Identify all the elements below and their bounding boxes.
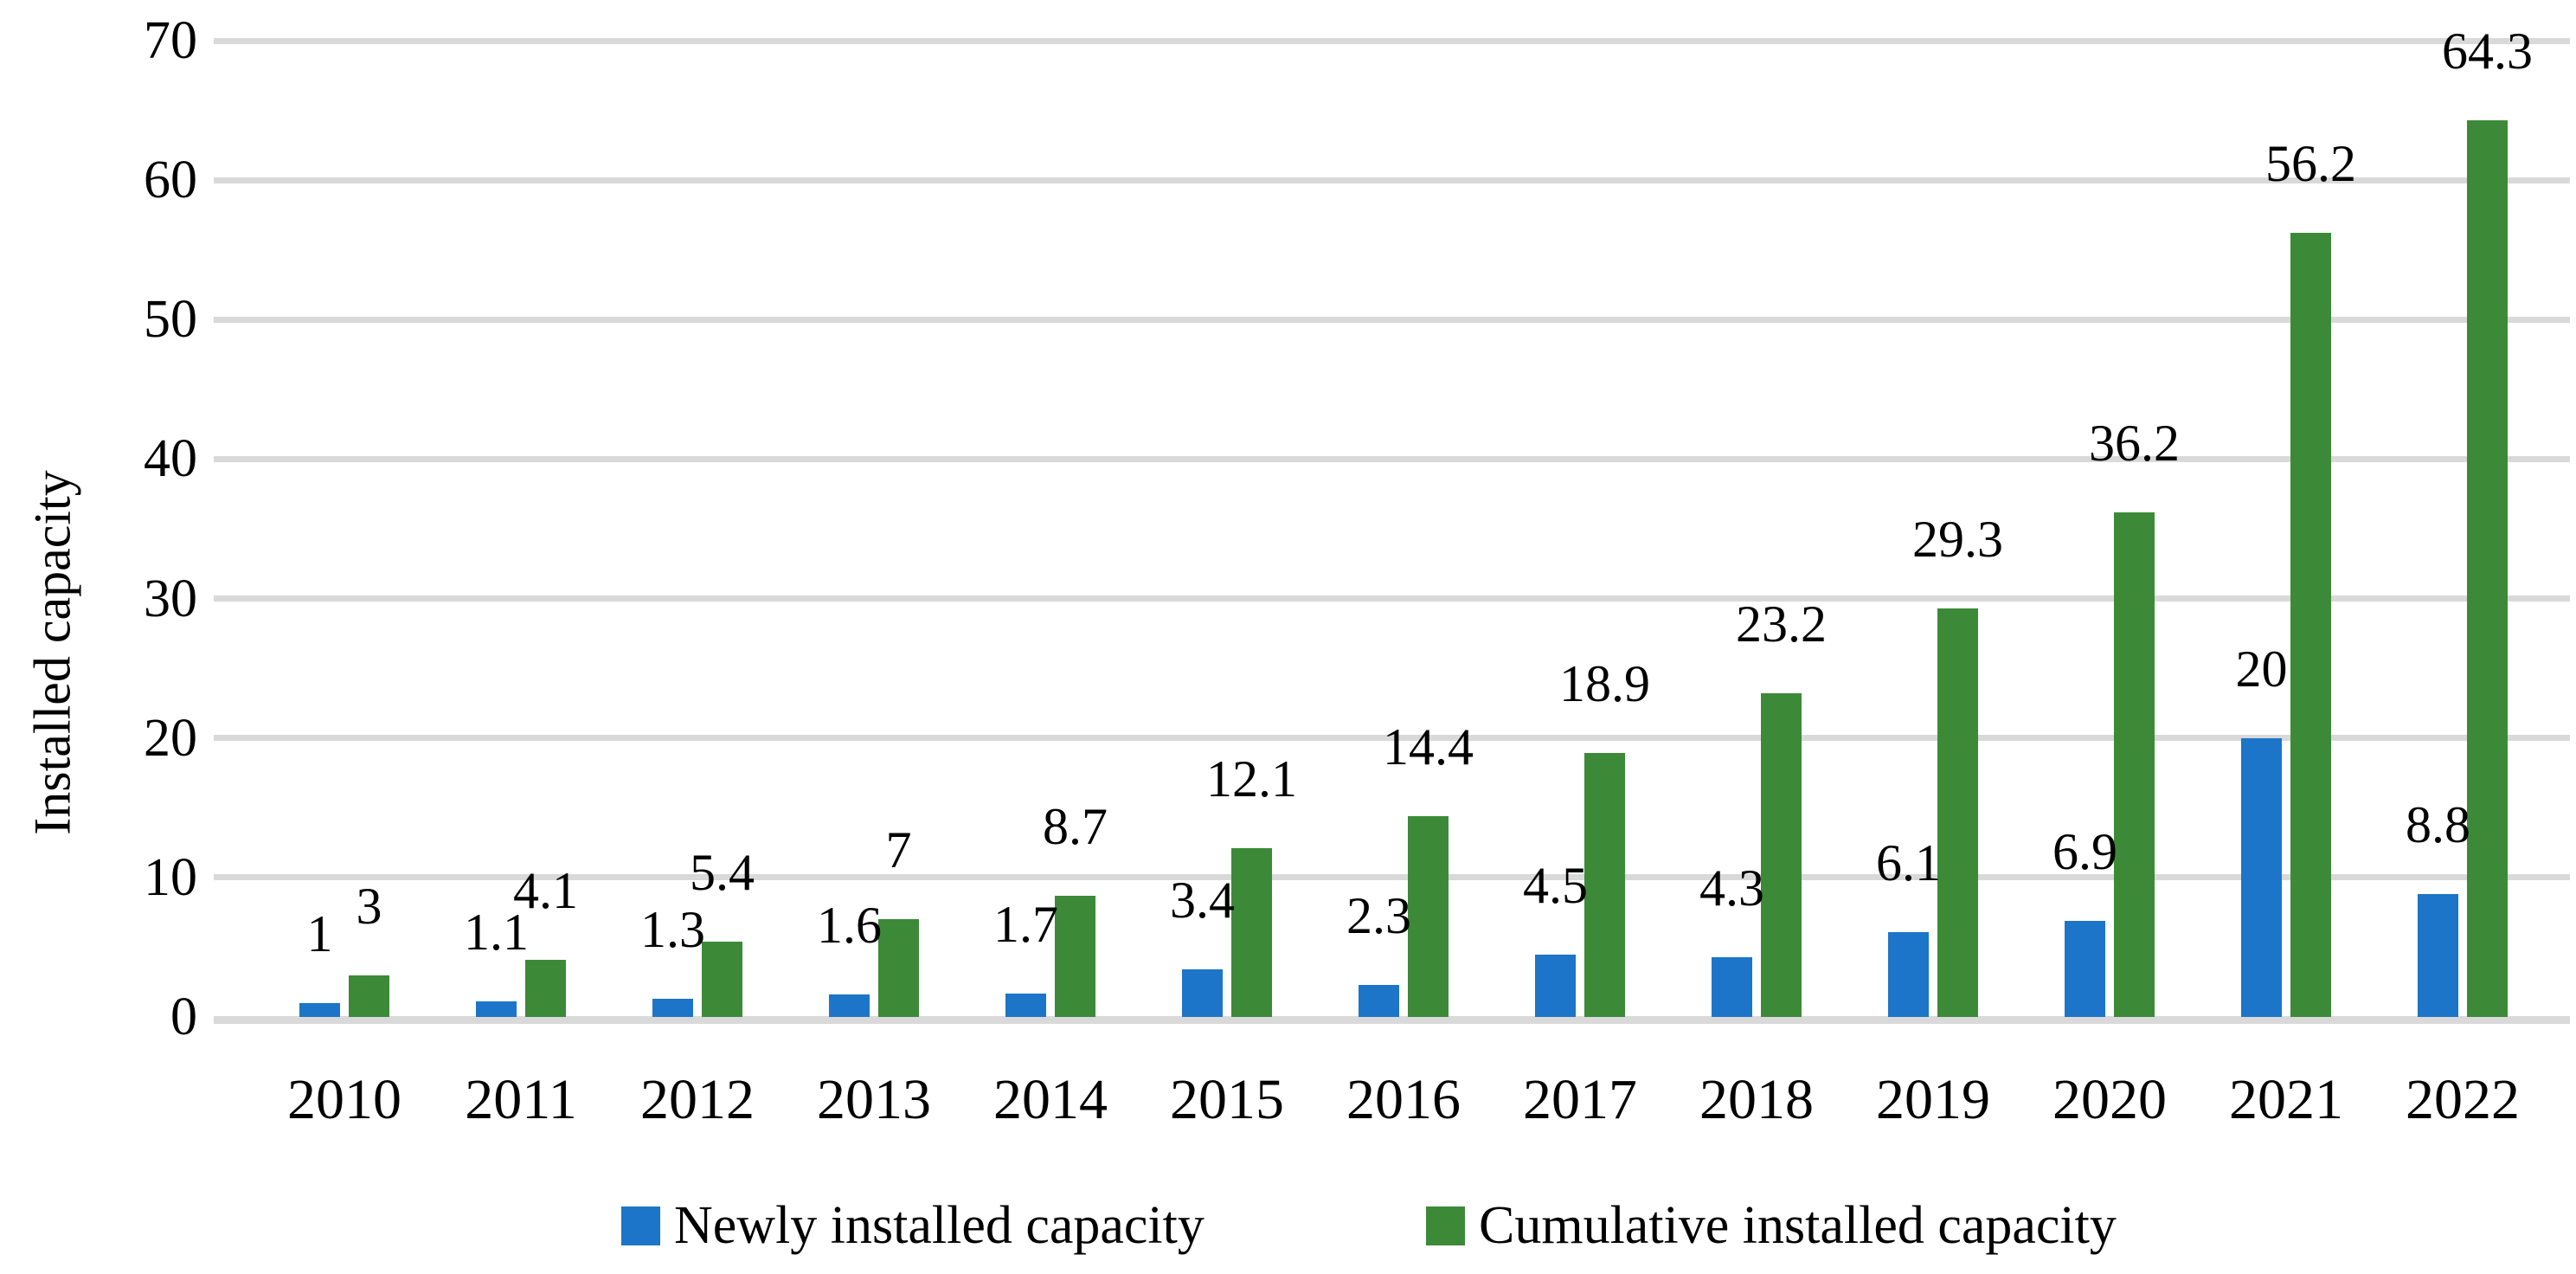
newly-installed-bar: [1712, 956, 1752, 1017]
y-tick-label: 0: [170, 988, 197, 1046]
bar-value-label: 3.4: [1170, 872, 1235, 930]
x-tick-label: 2018: [1699, 1068, 1814, 1131]
x-tick-label: 2016: [1346, 1068, 1461, 1131]
x-tick-label: 2012: [640, 1068, 755, 1131]
x-axis-baseline: [214, 1016, 2570, 1024]
newly-installed-bar: [1359, 984, 1399, 1017]
bar-value-label: 14.4: [1383, 717, 1474, 775]
newly-installed-bar: [2418, 894, 2458, 1017]
newly-installed-bar: [1182, 969, 1223, 1017]
plot-area: 1 3 1.1 4.1 1.3 5.4 1.6 7 1.7 8.7 3.4 12.1 2.3 14.4 4.…: [214, 25, 2570, 1024]
bar-value-label: 64.3: [2442, 22, 2533, 80]
newly-installed-bar: [829, 994, 870, 1017]
newly-installed-bar: [1535, 954, 1576, 1017]
y-tick-label: 10: [144, 847, 197, 907]
y-tick-label: 40: [144, 429, 197, 489]
x-tick-label: 2019: [1876, 1068, 1990, 1131]
bar-value-label: 2.3: [1346, 886, 1411, 944]
bar-value-label: 8.8: [2406, 796, 2470, 854]
legend-swatch-cumulative: [1426, 1206, 1465, 1245]
newly-installed-bar: [299, 1002, 340, 1017]
x-tick-label: 2010: [287, 1068, 401, 1131]
newly-installed-bar: [2241, 737, 2282, 1017]
x-tick-label: 2011: [465, 1068, 577, 1131]
bar-value-label: 6.1: [1876, 833, 1941, 891]
cumulative-installed-bar: [1055, 895, 1095, 1017]
gridline: [214, 177, 2570, 183]
legend-swatch-newly: [621, 1206, 660, 1245]
bar-value-label: 1.6: [817, 897, 882, 955]
cumulative-installed-bar: [2290, 233, 2331, 1017]
bar-value-label: 29.3: [1912, 510, 2003, 568]
legend-label-newly: Newly installed capacity: [674, 1196, 1204, 1255]
bar-value-label: 4.3: [1699, 859, 1764, 917]
cumulative-installed-bar: [702, 941, 742, 1017]
bar-value-label: 5.4: [690, 843, 755, 901]
bar-value-label: 3: [356, 877, 382, 935]
bar-value-label: 8.7: [1043, 797, 1108, 855]
y-tick-label: 20: [144, 708, 197, 768]
gridline: [214, 316, 2570, 323]
bar-value-label: 12.1: [1206, 750, 1297, 808]
cumulative-installed-bar: [1937, 608, 1978, 1017]
bar-value-label: 4.5: [1523, 856, 1588, 914]
newly-installed-bar: [476, 1001, 517, 1017]
x-tick-label: 2015: [1170, 1068, 1284, 1131]
bar-value-label: 23.2: [1736, 595, 1827, 653]
y-tick-label: 50: [144, 290, 197, 350]
x-tick-label: 2020: [2052, 1068, 2167, 1131]
bar-value-label: 1.7: [993, 895, 1058, 953]
newly-installed-bar: [652, 999, 693, 1017]
bar-value-label: 4.1: [513, 861, 578, 919]
gridline: [214, 595, 2570, 602]
cumulative-installed-bar: [1408, 815, 1449, 1017]
bar-value-label: 7: [885, 821, 912, 879]
bar-value-label: 6.9: [2052, 822, 2117, 880]
legend-item-cumulative: Cumulative installed capacity: [1426, 1196, 2117, 1255]
legend-item-newly: Newly installed capacity: [621, 1196, 1204, 1255]
y-tick-label: 60: [144, 151, 197, 210]
cumulative-installed-bar: [525, 959, 566, 1017]
gridline: [214, 874, 2570, 881]
gridline: [214, 455, 2570, 462]
y-tick-label: 70: [144, 11, 197, 70]
x-tick-label: 2013: [817, 1068, 931, 1131]
bar-value-label: 1: [306, 904, 333, 962]
y-tick-label: 30: [144, 569, 197, 628]
bar-value-label: 56.2: [2265, 135, 2356, 193]
cumulative-installed-bar: [878, 919, 919, 1017]
cumulative-installed-bar: [2114, 512, 2155, 1017]
gridline: [214, 735, 2570, 742]
cumulative-installed-bar: [2467, 119, 2508, 1017]
x-tick-label: 2017: [1523, 1068, 1637, 1131]
x-tick-label: 2014: [993, 1068, 1108, 1131]
bar-value-label: 18.9: [1559, 655, 1650, 713]
x-tick-label: 2022: [2406, 1068, 2520, 1131]
newly-installed-bar: [1005, 993, 1046, 1017]
cumulative-installed-bar: [349, 975, 389, 1017]
newly-installed-bar: [1888, 931, 1929, 1017]
bar-value-label: 1.3: [640, 901, 705, 959]
newly-installed-bar: [2065, 920, 2105, 1017]
bar-value-label: 36.2: [2089, 414, 2180, 472]
bar-value-label: 1.1: [464, 904, 529, 962]
x-tick-label: 2021: [2229, 1068, 2343, 1131]
gridline: [214, 37, 2570, 44]
cumulative-installed-bar: [1584, 753, 1625, 1017]
cumulative-installed-bar: [1231, 848, 1272, 1017]
bar-value-label: 20: [2235, 640, 2288, 698]
cumulative-installed-bar: [1761, 693, 1802, 1017]
y-axis-title: Installed capacity: [23, 470, 81, 835]
legend-label-cumulative: Cumulative installed capacity: [1479, 1196, 2117, 1255]
